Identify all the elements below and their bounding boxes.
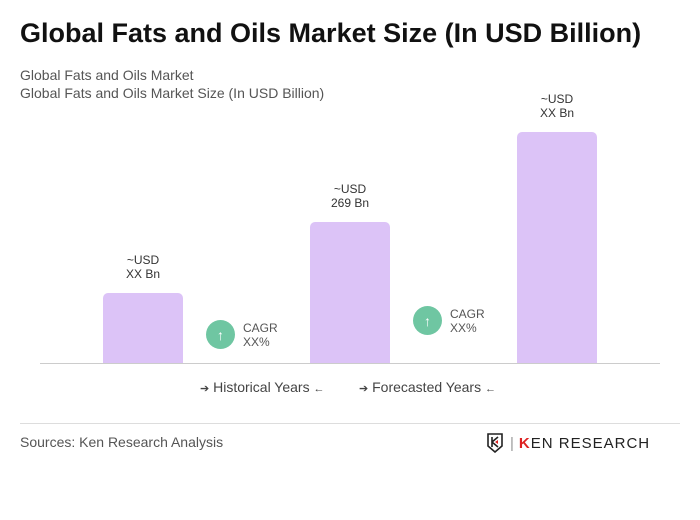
bar-value-label: ~USD XX Bn: [83, 253, 203, 281]
legend-historical: ➔ Historical Years ←: [200, 379, 325, 395]
bar-label-line: ~USD: [126, 252, 160, 267]
legend-forecasted-label: Forecasted Years: [372, 379, 482, 395]
bar-label-line: 269 Bn: [330, 196, 370, 211]
ken-research-logo: | K EN RESEARCH: [486, 433, 650, 453]
chart-subtitle: Global Fats and Oils Market: [20, 67, 194, 83]
x-axis-line: [40, 363, 660, 364]
arrow-right-icon: ➔: [359, 383, 369, 395]
arrow-left-icon: ←: [484, 383, 496, 395]
arrow-right-icon: ➔: [200, 383, 210, 395]
arrow-up-icon: ↑: [413, 306, 442, 335]
bar-value-label: ~USD XX Bn: [497, 92, 617, 120]
bar-label-line: XX Bn: [539, 106, 575, 121]
cagr-badge-2: ↑ CAGR XX%: [413, 306, 485, 335]
bar-label-line: ~USD: [333, 182, 367, 197]
chart-subtitle-2: Global Fats and Oils Market Size (In USD…: [20, 85, 325, 101]
footer-divider: [20, 423, 680, 424]
legend-historical-label: Historical Years: [213, 379, 310, 395]
legend-forecasted: ➔ Forecasted Years ←: [359, 379, 496, 395]
bar-historical: [103, 292, 183, 363]
bar-label-line: ~USD: [540, 92, 574, 107]
arrow-left-icon: ←: [313, 383, 325, 395]
logo-mark-icon: [487, 433, 503, 453]
bar-value-label: ~USD 269 Bn: [290, 182, 410, 210]
cagr-label: CAGR: [243, 320, 278, 335]
bar-forecast: [517, 132, 597, 363]
cagr-label: CAGR: [450, 306, 485, 321]
source-text: Sources: Ken Research Analysis: [20, 434, 224, 450]
arrow-up-icon: ↑: [206, 320, 235, 349]
cagr-badge-1: ↑ CAGR XX%: [206, 320, 278, 349]
bar-label-line: XX Bn: [125, 266, 161, 281]
cagr-value: XX%: [450, 320, 477, 335]
chart-title: Global Fats and Oils Market Size (In USD…: [20, 18, 642, 48]
cagr-value: XX%: [243, 334, 270, 349]
bar-current: [310, 222, 390, 363]
